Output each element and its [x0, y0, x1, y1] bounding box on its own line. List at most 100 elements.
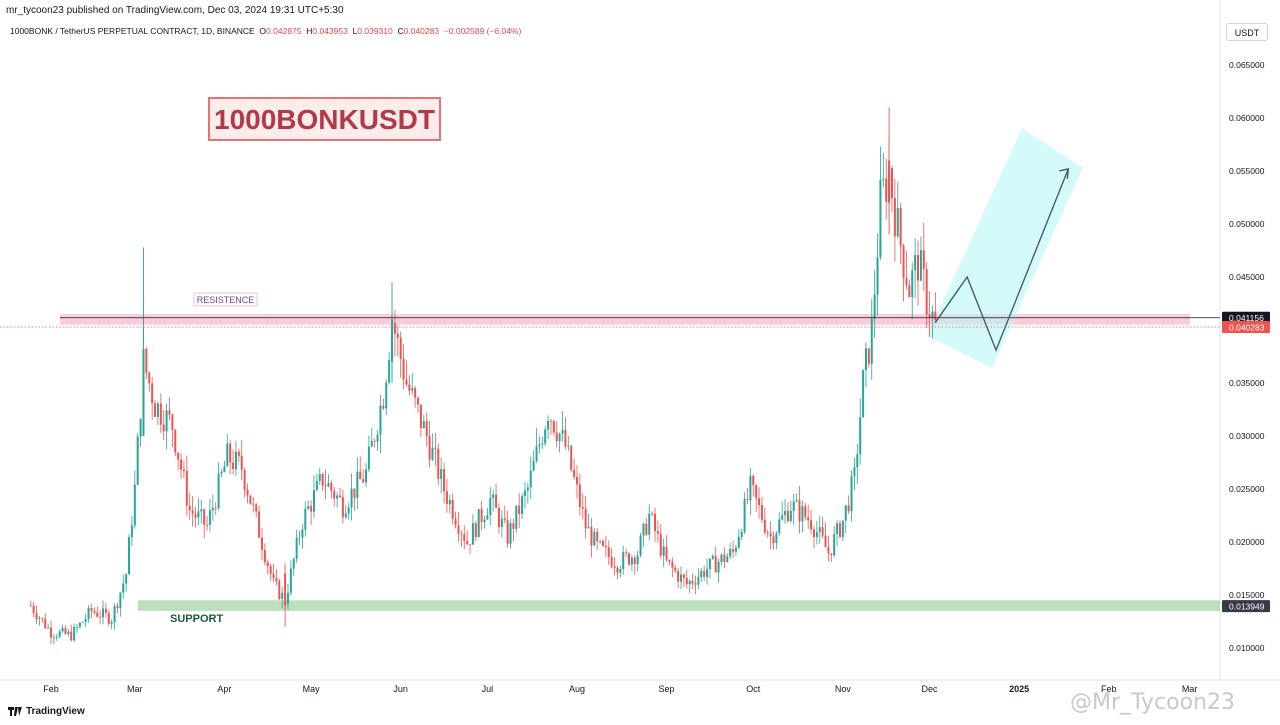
candle — [873, 270, 876, 339]
candle — [425, 412, 428, 447]
y-tick-label: 0.025000 — [1229, 484, 1265, 494]
candle — [841, 520, 844, 542]
x-tick-label: Dec — [922, 684, 939, 694]
time-axis[interactable]: Feb Mar Apr May Jun Jul Aug Sep Oct Nov Dec 2025 Feb… — [43, 684, 1197, 694]
candle — [625, 548, 628, 558]
candle — [260, 528, 263, 561]
candle — [486, 507, 489, 520]
price-tag: 0.041156 — [1222, 311, 1270, 324]
candle — [893, 178, 896, 262]
support-label: SUPPORT — [170, 613, 223, 625]
candle — [159, 393, 162, 433]
candle — [263, 543, 266, 566]
currency-selector-button[interactable]: USDT — [1226, 23, 1268, 41]
candle — [255, 502, 258, 518]
candle — [471, 514, 474, 545]
candle — [784, 498, 787, 524]
price-tag: 0.013949 — [1222, 600, 1270, 613]
candle — [356, 457, 359, 510]
x-tick-label: Oct — [746, 684, 761, 694]
candle — [336, 492, 339, 508]
candle — [41, 617, 44, 623]
candle — [648, 504, 651, 541]
candle — [177, 452, 180, 471]
candle — [697, 568, 700, 589]
price-axis[interactable]: 0.065000 0.060000 0.055000 0.050000 0.045000… — [1229, 60, 1265, 653]
x-tick-label: Mar — [1182, 684, 1198, 694]
candle — [128, 533, 131, 575]
candle — [52, 634, 55, 645]
candle — [558, 432, 561, 453]
candle — [729, 542, 732, 560]
chart-title-box[interactable]: 1000BONKUSDT — [208, 97, 441, 141]
candle — [165, 403, 168, 450]
candle — [428, 421, 431, 468]
candle — [139, 418, 142, 447]
candle — [445, 478, 448, 513]
overlays-layer: 1000BONKUSDT RESISTENCE SUPPORT — [0, 97, 1220, 625]
candle — [495, 483, 498, 509]
candle — [333, 486, 336, 507]
tradingview-logo[interactable]: TradingView — [8, 706, 85, 717]
candle — [578, 473, 581, 516]
candle — [402, 344, 405, 390]
x-tick-label: Mar — [127, 684, 143, 694]
candle — [509, 518, 512, 549]
y-tick-label: 0.065000 — [1229, 60, 1265, 70]
candle — [607, 540, 610, 565]
candle — [73, 623, 76, 642]
candle — [315, 473, 318, 492]
candle — [749, 468, 752, 516]
candle — [125, 573, 128, 592]
candle — [680, 566, 683, 590]
candle — [396, 324, 399, 357]
candle — [347, 503, 350, 520]
candle — [411, 372, 414, 396]
candle — [197, 498, 200, 526]
candle — [682, 573, 685, 588]
resistance-label: RESISTENCE — [193, 292, 258, 307]
candle — [651, 511, 654, 517]
candle — [136, 433, 139, 486]
candle — [203, 508, 206, 539]
candle — [133, 470, 136, 529]
candle — [798, 486, 801, 534]
candle — [440, 457, 443, 494]
candle — [312, 475, 315, 519]
candle — [211, 494, 214, 521]
candle — [810, 509, 813, 534]
candle — [587, 513, 590, 529]
candle — [55, 633, 58, 642]
high-value: 0.043953 — [312, 26, 348, 36]
candle — [555, 421, 558, 448]
y-tick-label: 0.010000 — [1229, 643, 1265, 653]
candle — [665, 535, 668, 562]
zones-layer — [60, 128, 1220, 611]
candle — [708, 558, 711, 579]
candle — [529, 456, 532, 500]
candle — [914, 238, 917, 299]
candle — [208, 498, 211, 532]
candle — [642, 522, 645, 547]
candle — [448, 494, 451, 514]
candle — [746, 487, 749, 505]
candle — [570, 444, 573, 472]
candle — [278, 578, 281, 601]
candle — [755, 484, 758, 512]
candle — [252, 497, 255, 513]
price-tag-label: 0.040283 — [1229, 323, 1265, 333]
candle — [275, 569, 278, 586]
candle — [717, 558, 720, 583]
candle — [847, 495, 850, 515]
candle — [497, 503, 500, 534]
candle — [47, 623, 50, 630]
candle — [272, 563, 275, 582]
candle — [483, 515, 486, 529]
candle — [460, 530, 463, 547]
candle — [833, 525, 836, 558]
plot-frame — [0, 0, 1280, 681]
candle — [795, 493, 798, 503]
candle — [506, 510, 509, 548]
symbol-name[interactable]: 1000BONK / TetherUS PERPETUAL CONTRACT, … — [10, 26, 255, 36]
